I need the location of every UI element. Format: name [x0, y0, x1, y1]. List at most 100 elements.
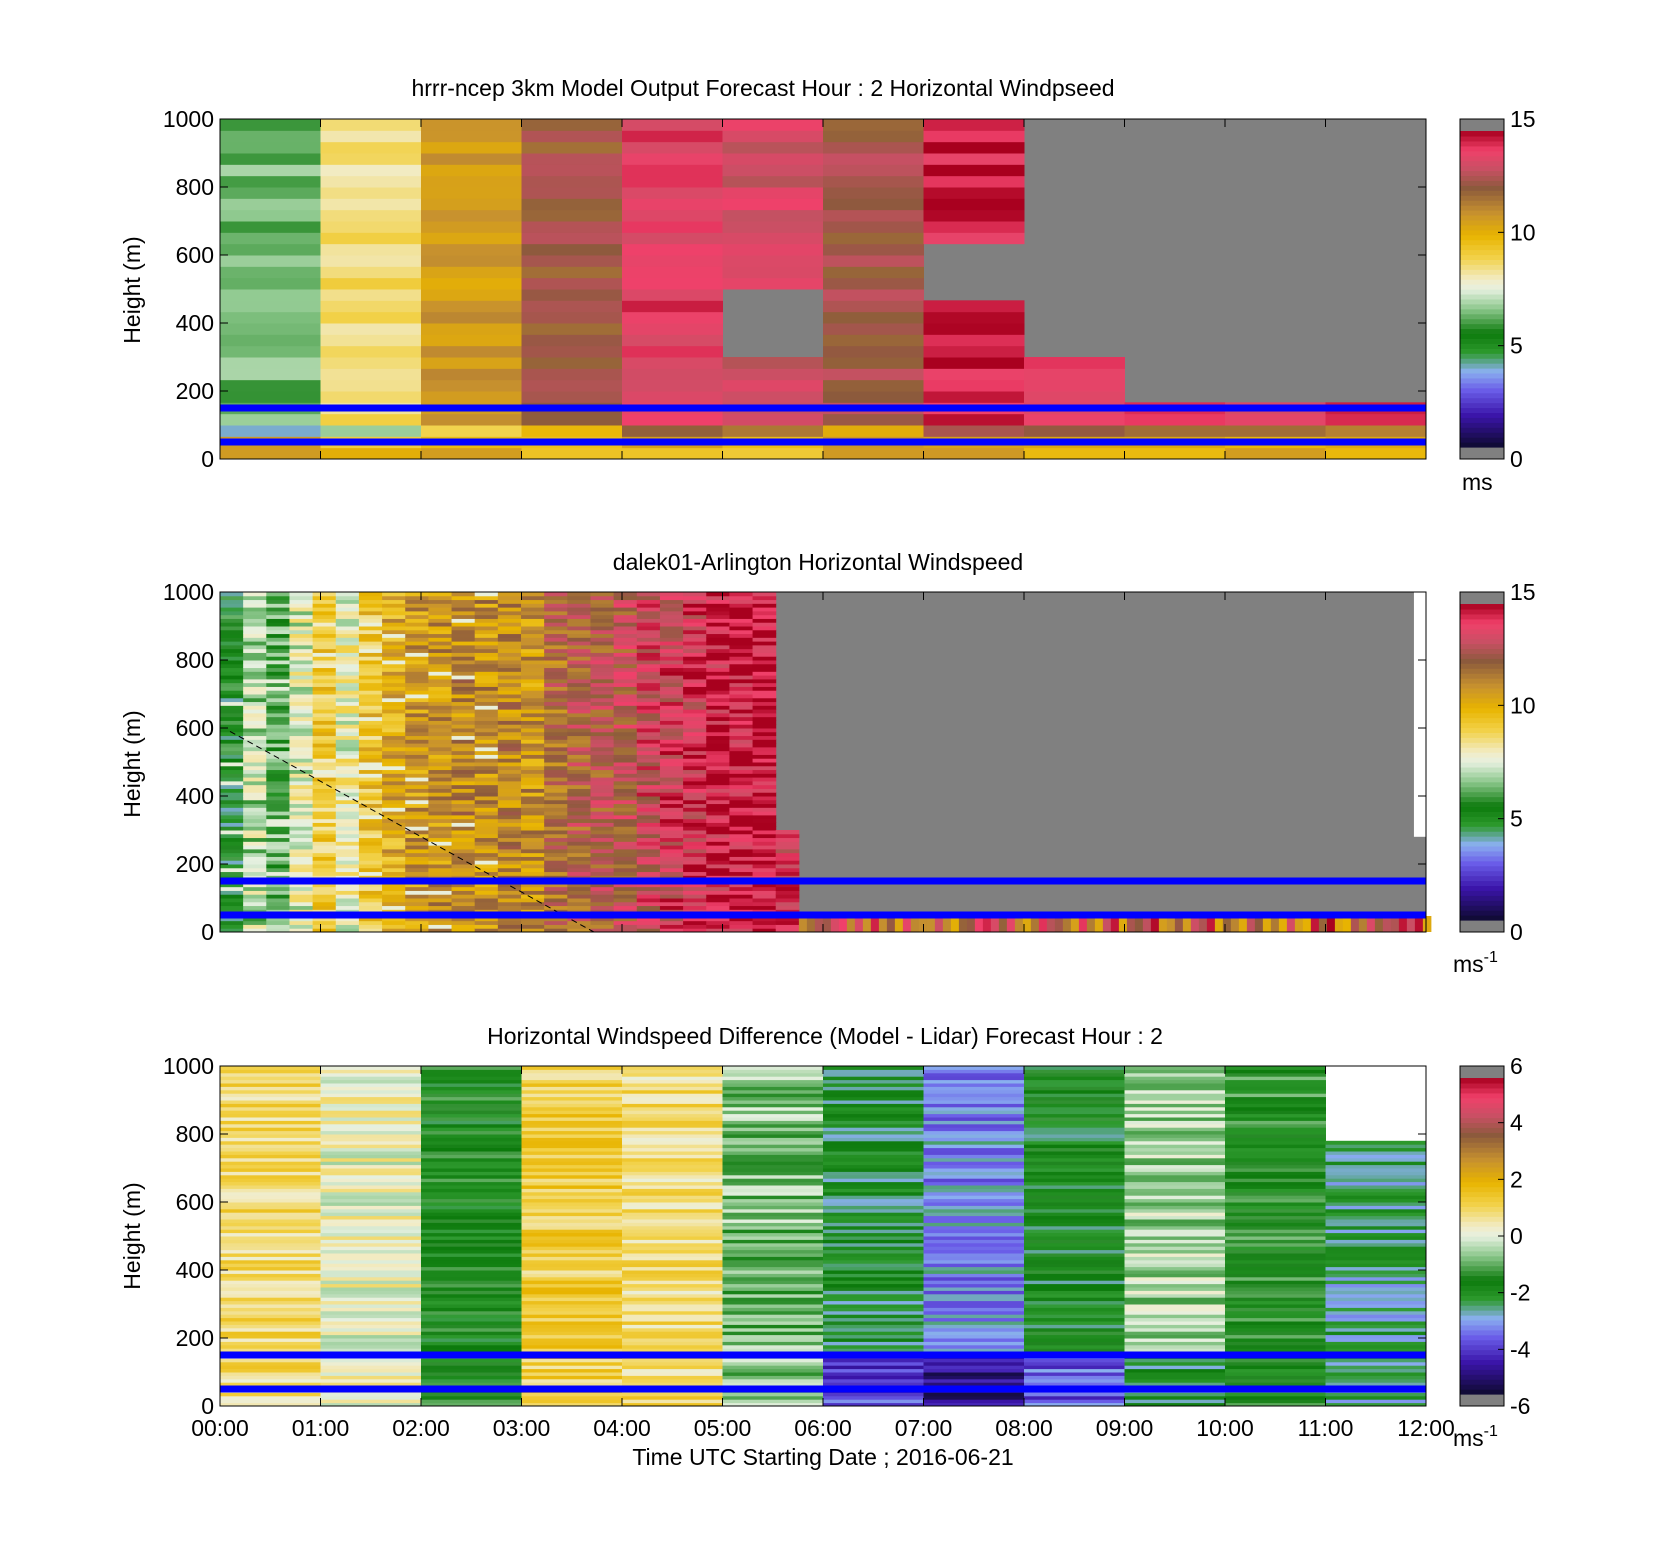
heatmap-cell: [683, 807, 707, 812]
heatmap-cell: [312, 920, 337, 925]
heatmap-cell: [289, 882, 314, 888]
heatmap-cell: [613, 909, 638, 914]
heatmap-cell: [220, 852, 244, 857]
heatmap-cell: [382, 686, 406, 691]
heatmap-cell: [752, 799, 777, 805]
heatmap-cell: [521, 811, 545, 816]
heatmap-cell: [622, 1229, 723, 1234]
heatmap-cell: [1024, 1317, 1125, 1322]
heatmap-cell: [636, 622, 661, 627]
heatmap-cell: [923, 1089, 1025, 1094]
heatmap-cell: [243, 743, 267, 748]
heatmap-cell: [923, 1280, 1025, 1285]
heatmap-cell: [706, 716, 730, 721]
heatmap-cell: [982, 916, 992, 932]
heatmap-cell: [622, 289, 723, 301]
heatmap-cell: [823, 1103, 924, 1108]
heatmap-cell: [220, 848, 244, 854]
heatmap-cell: [567, 709, 591, 714]
heatmap-cell: [521, 728, 545, 733]
heatmap-cell: [659, 595, 684, 601]
heatmap-cell: [1024, 1361, 1125, 1366]
heatmap-cell: [966, 916, 976, 932]
heatmap-cell: [358, 724, 383, 729]
heatmap-cell: [521, 1222, 623, 1227]
heatmap-cell: [544, 712, 568, 718]
heatmap-cell: [405, 901, 429, 907]
heatmap-cell: [289, 724, 314, 729]
heatmap-cell: [382, 694, 406, 699]
colorbar-unit-base: ms: [1453, 1425, 1484, 1451]
heatmap-cell: [289, 788, 314, 793]
heatmap-cell: [923, 198, 1025, 211]
heatmap-cell: [1124, 1072, 1226, 1077]
heatmap-cell: [428, 648, 453, 653]
heatmap-cell: [421, 1154, 522, 1159]
heatmap-cell: [544, 784, 568, 789]
heatmap-cell: [243, 848, 267, 854]
heatmap-cell: [1024, 1106, 1125, 1111]
heatmap-cell: [382, 773, 406, 778]
heatmap-cell: [923, 1402, 1025, 1407]
heatmap-cell: [636, 652, 661, 657]
heatmap-cell: [1225, 1188, 1326, 1193]
heatmap-cell: [1024, 1219, 1125, 1223]
heatmap-cell: [474, 671, 499, 676]
heatmap-cell: [521, 758, 545, 763]
heatmap-cell: [1124, 1079, 1226, 1084]
heatmap-cell: [220, 599, 244, 604]
heatmap-cell: [752, 675, 777, 680]
heatmap-cell: [752, 758, 777, 763]
heatmap-cell: [544, 890, 568, 895]
heatmap-cell: [544, 743, 568, 748]
heatmap-cell: [706, 671, 730, 676]
heatmap-cell: [382, 652, 406, 657]
heatmap-cell: [659, 618, 684, 623]
heatmap-cell: [220, 1089, 321, 1094]
heatmap-cell: [752, 909, 777, 914]
heatmap-cell: [220, 754, 244, 759]
heatmap-cell: [823, 1191, 924, 1196]
heatmap-cell: [1024, 1402, 1125, 1407]
heatmap-cell: [659, 784, 684, 789]
heatmap-cell: [722, 1266, 824, 1271]
heatmap-cell: [823, 1259, 924, 1264]
heatmap-cell: [289, 701, 314, 706]
colorbar-segment: [1460, 604, 1504, 610]
heatmap-cell: [312, 867, 337, 873]
heatmap-cell: [320, 1151, 422, 1155]
heatmap-cell: [289, 905, 314, 910]
heatmap-cell: [521, 1327, 623, 1332]
heatmap-cell: [1325, 1256, 1427, 1261]
heatmap-cell: [706, 712, 730, 718]
heatmap-cell: [335, 720, 360, 725]
heatmap-cell: [521, 845, 545, 850]
heatmap-cell: [706, 592, 730, 597]
heatmap-cell: [1225, 1123, 1326, 1128]
heatmap-cell: [923, 1293, 1025, 1298]
heatmap-cell: [312, 864, 337, 869]
heatmap-cell: [521, 1168, 623, 1172]
heatmap-cell: [1225, 1338, 1326, 1342]
heatmap-cell: [567, 796, 591, 801]
heatmap-cell: [320, 1287, 422, 1291]
heatmap-cell: [289, 886, 314, 891]
heatmap-cell: [1325, 1402, 1427, 1407]
heatmap-cell: [474, 705, 499, 710]
heatmap-cell: [1325, 1372, 1427, 1376]
colorbar-unit-exponent: -1: [1484, 949, 1498, 966]
heatmap-cell: [358, 916, 383, 922]
heatmap-cell: [636, 875, 661, 880]
heatmap-cell: [729, 678, 754, 684]
heatmap-cell: [590, 705, 615, 710]
heatmap-cell: [289, 852, 314, 857]
heatmap-cell: [950, 916, 960, 932]
heatmap-cell: [1325, 1310, 1427, 1315]
heatmap-cell: [335, 603, 360, 608]
heatmap-cell: [752, 882, 777, 888]
heatmap-cell: [358, 901, 383, 907]
heatmap-cell: [382, 705, 406, 710]
heatmap-cell: [521, 656, 545, 661]
heatmap-cell: [312, 607, 337, 612]
heatmap-cell: [220, 882, 244, 888]
